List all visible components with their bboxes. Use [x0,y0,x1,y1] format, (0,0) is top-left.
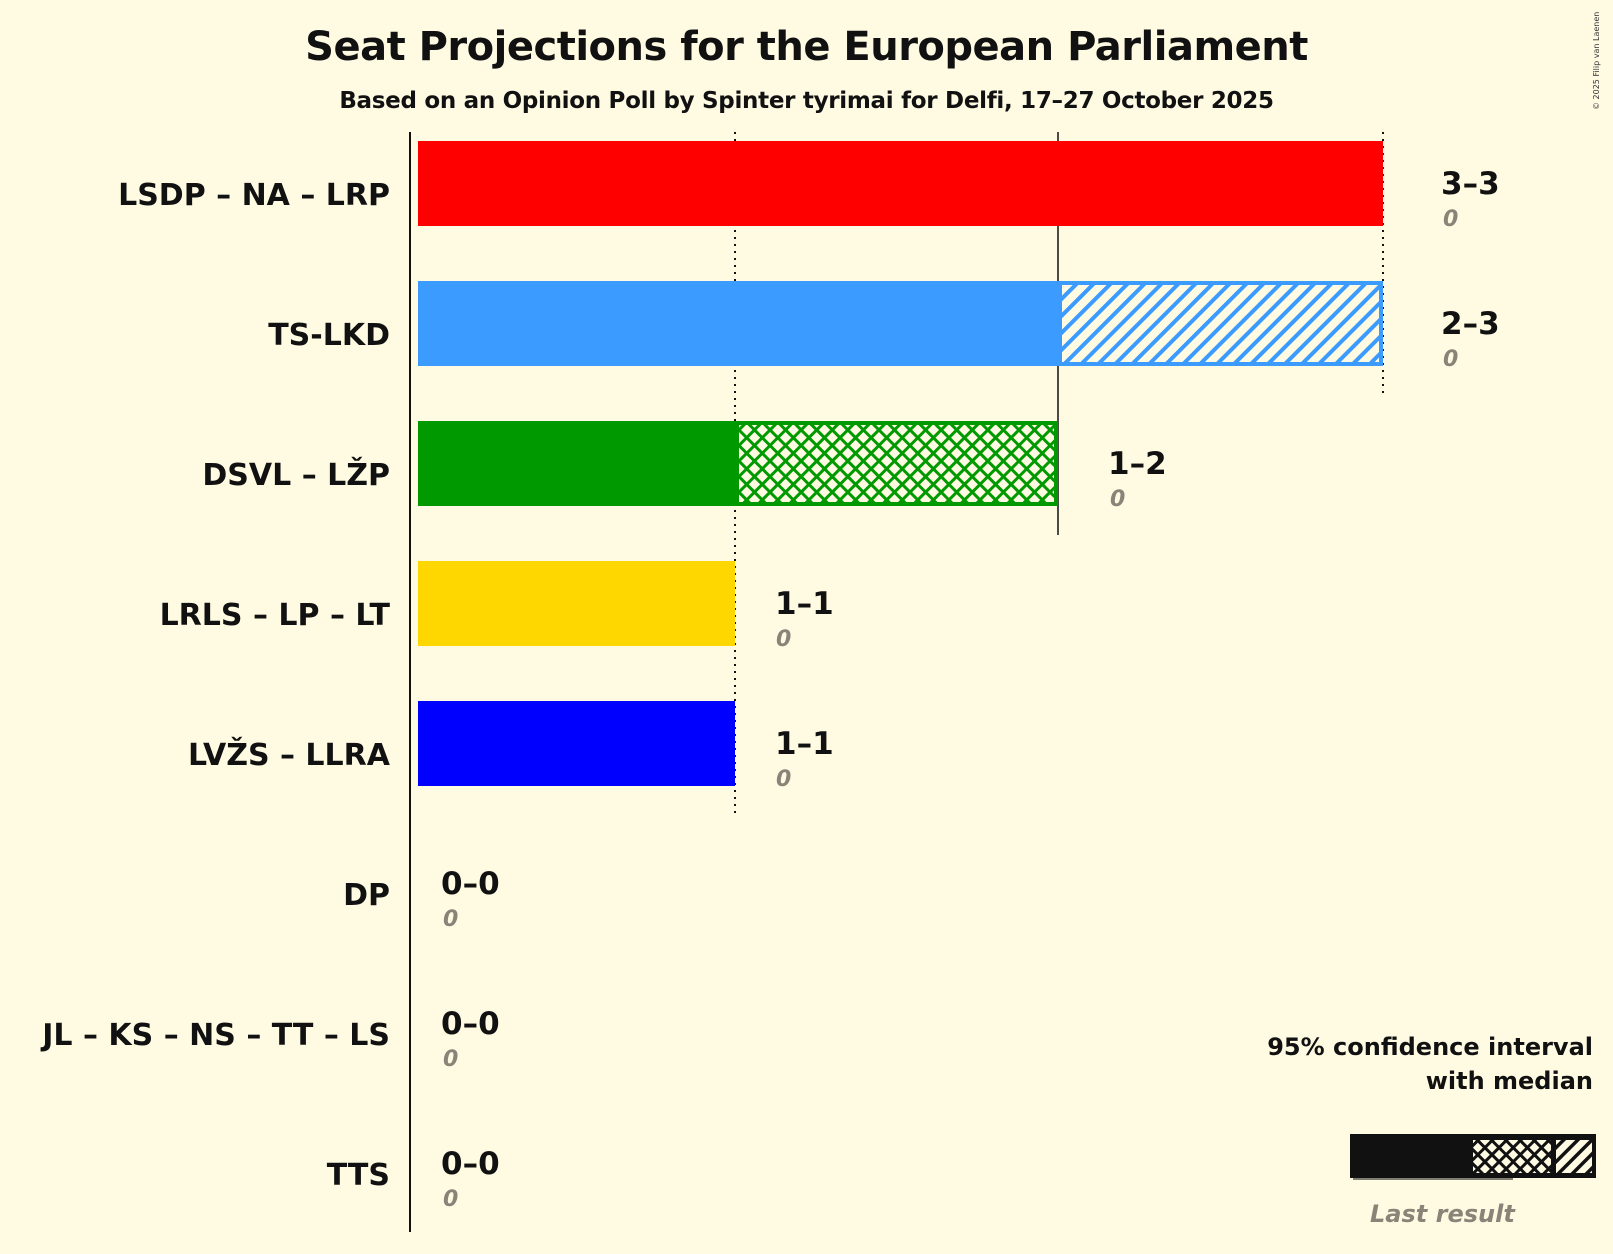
last-result-label: 0 [443,1047,459,1072]
bar-lrls [418,561,735,646]
bar-lvzs [418,701,735,786]
range-label: 3–3 [1441,166,1500,202]
bar-tslkd-solid [418,281,1058,366]
chart-title: Seat Projections for the European Parlia… [305,24,1308,70]
bar-lsdp [418,141,1383,226]
range-label: 1–1 [775,586,834,622]
last-result-label: 0 [443,1187,459,1212]
range-label: 1–1 [775,726,834,762]
chart-subtitle: Based on an Opinion Poll by Spinter tyri… [339,88,1274,114]
party-label: JL – KS – NS – TT – LS [42,1018,390,1053]
range-label: 1–2 [1108,446,1167,482]
bar-dsvl-solid [418,421,735,506]
bar-dsvl-cross [735,421,1058,506]
party-label: TS-LKD [268,318,390,353]
last-result-label: 0 [1443,207,1459,232]
legend-title-line1: 95% confidence interval [1267,1033,1593,1061]
last-result-label: 0 [1443,347,1459,372]
legend-swatch [1350,1134,1596,1180]
party-label: DSVL – LŽP [202,458,390,493]
range-label: 2–3 [1441,306,1500,342]
range-label: 0–0 [441,1006,500,1042]
last-result-label: 0 [776,627,792,652]
party-label: LRLS – LP – LT [159,598,390,633]
last-result-label: 0 [1110,487,1126,512]
party-label: DP [343,878,390,913]
range-label: 0–0 [441,1146,500,1182]
legend-title-line2: with median [1425,1067,1593,1095]
last-result-label: 0 [776,767,792,792]
bar-tslkd-hatch [1058,281,1383,366]
party-label: TTS [326,1158,390,1193]
legend-title: 95% confidence interval with median [1267,1030,1593,1098]
legend-last-result: Last result [1370,1200,1515,1228]
last-result-label: 0 [443,907,459,932]
party-label: LVŽS – LLRA [187,738,390,773]
party-label: LSDP – NA – LRP [118,178,390,213]
range-label: 0–0 [441,866,500,902]
